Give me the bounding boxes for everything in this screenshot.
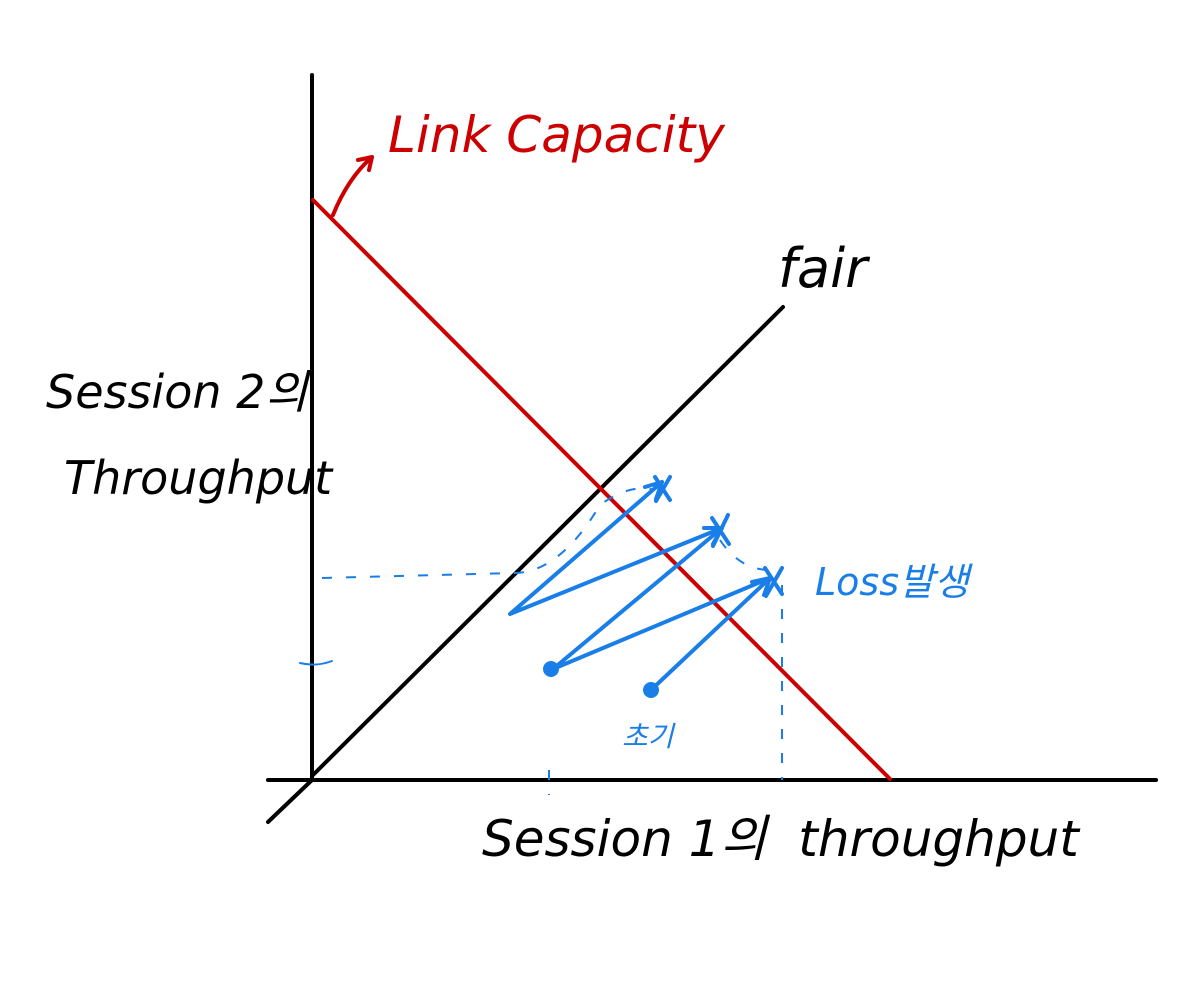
horizontal-guide-dashed [321, 487, 656, 579]
link-capacity-label: Link Capacity [388, 106, 726, 164]
loss-mark-2 [710, 513, 731, 548]
link-capacity-pointer-arrow [331, 155, 374, 217]
initial-point [643, 682, 659, 698]
fair-label: fair [778, 237, 870, 300]
loss-label: Loss발생 [815, 560, 973, 604]
initial-label: 초기 [622, 720, 676, 753]
y-tick [299, 660, 333, 666]
link-capacity-line [311, 198, 892, 781]
loss-mark-3 [763, 566, 784, 598]
halved-point [543, 661, 559, 677]
y-axis-label-line2: Throughput [64, 451, 334, 505]
fair-line [310, 305, 785, 778]
trajectory-path [508, 480, 772, 692]
origin-tail [266, 778, 314, 824]
arrowhead-loss-3 [750, 576, 772, 597]
y-axis-label-line1: Session 2의 [46, 365, 311, 419]
loss-mark-1 [653, 475, 672, 503]
x-axis-label: Session 1의 throughput [482, 810, 1081, 868]
